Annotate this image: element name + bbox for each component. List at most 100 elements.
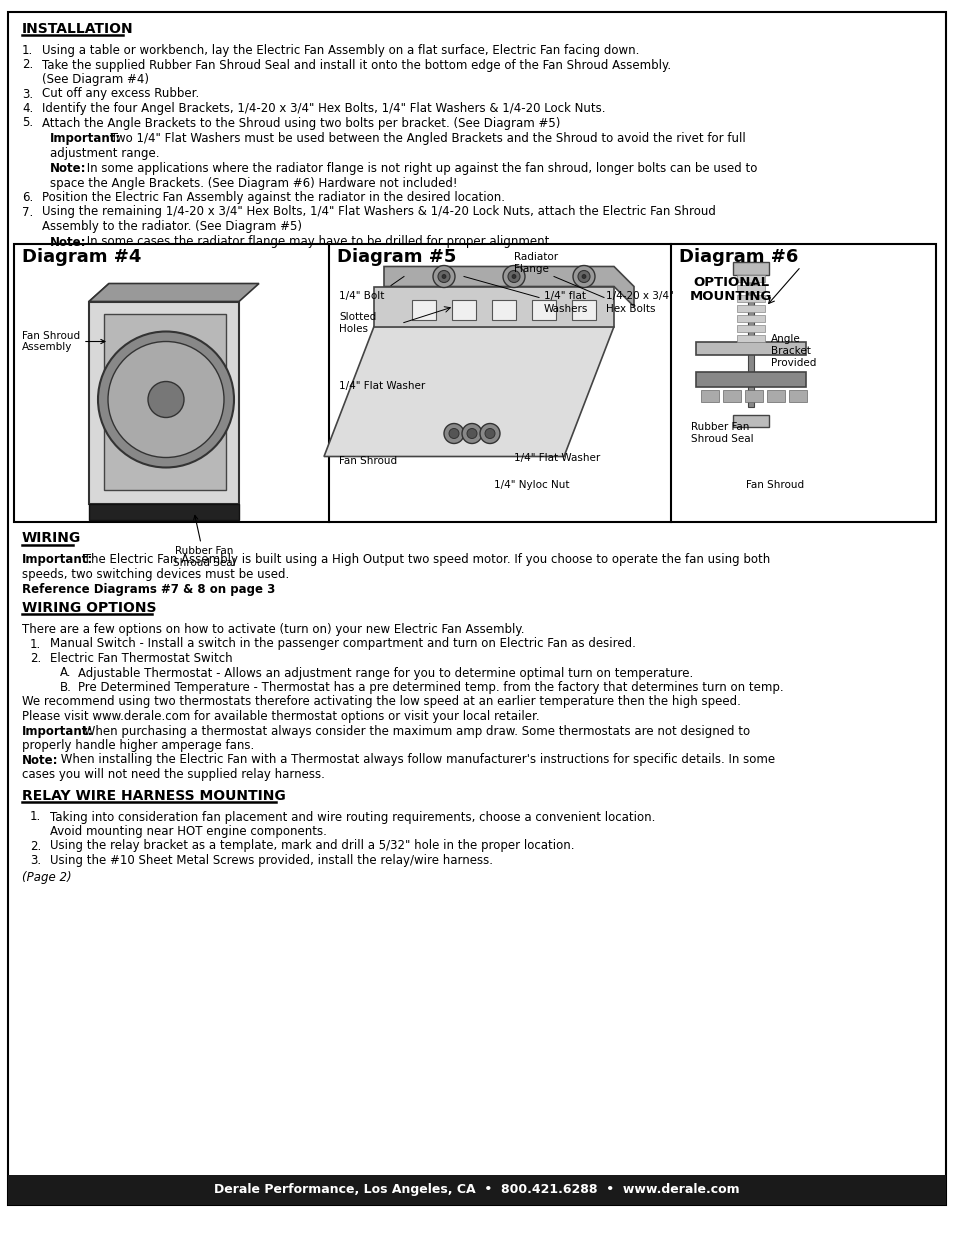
Text: INSTALLATION: INSTALLATION — [22, 22, 133, 36]
Text: 1/4" flat: 1/4" flat — [543, 291, 585, 301]
Polygon shape — [384, 267, 634, 306]
Text: Avoid mounting near HOT engine components.: Avoid mounting near HOT engine component… — [50, 825, 327, 839]
Text: Shroud Seal: Shroud Seal — [690, 433, 753, 443]
Polygon shape — [89, 284, 109, 496]
Text: 2.: 2. — [22, 58, 33, 72]
Text: There are a few options on how to activate (turn on) your new Electric Fan Assem: There are a few options on how to activa… — [22, 622, 524, 636]
Text: Important:: Important: — [22, 553, 93, 567]
Text: Radiator: Radiator — [514, 252, 558, 262]
Circle shape — [467, 429, 476, 438]
Text: 5.: 5. — [22, 116, 33, 130]
Text: speeds, two switching devices must be used.: speeds, two switching devices must be us… — [22, 568, 289, 580]
Text: Manual Switch - Install a switch in the passenger compartment and turn on Electr: Manual Switch - Install a switch in the … — [50, 637, 636, 651]
Bar — [737, 335, 764, 342]
Bar — [737, 305, 764, 311]
Text: Electric Fan Thermostat Switch: Electric Fan Thermostat Switch — [50, 652, 233, 664]
Bar — [737, 274, 764, 282]
Text: 1/4-20 x 3/4": 1/4-20 x 3/4" — [605, 291, 673, 301]
Text: Provided: Provided — [770, 357, 816, 368]
Circle shape — [479, 424, 499, 443]
Circle shape — [437, 270, 450, 283]
Circle shape — [443, 424, 463, 443]
Text: Fan Shroud: Fan Shroud — [745, 479, 803, 489]
Bar — [8, 1174, 945, 1205]
Polygon shape — [104, 314, 226, 489]
Text: Attach the Angle Brackets to the Shroud using two bolts per bracket. (See Diagra: Attach the Angle Brackets to the Shroud … — [42, 116, 559, 130]
Circle shape — [512, 274, 516, 279]
Text: A.: A. — [60, 667, 71, 679]
Circle shape — [461, 424, 481, 443]
Text: Identify the four Angel Brackets, 1/4-20 x 3/4" Hex Bolts, 1/4" Flat Washers & 1: Identify the four Angel Brackets, 1/4-20… — [42, 103, 605, 115]
Circle shape — [148, 382, 184, 417]
Text: 1/4" Nyloc Nut: 1/4" Nyloc Nut — [494, 479, 569, 489]
Bar — [412, 300, 436, 320]
Text: Adjustable Thermostat - Allows an adjustment range for you to determine optimal : Adjustable Thermostat - Allows an adjust… — [78, 667, 693, 679]
Text: 2.: 2. — [30, 840, 41, 852]
Circle shape — [433, 266, 455, 288]
Text: Rubber Fan
Shroud Seal: Rubber Fan Shroud Seal — [172, 515, 235, 568]
Circle shape — [581, 274, 585, 279]
Bar — [14, 243, 935, 521]
Text: properly handle higher amperage fans.: properly handle higher amperage fans. — [22, 739, 254, 752]
Text: Please visit www.derale.com for available thermostat options or visit your local: Please visit www.derale.com for availabl… — [22, 710, 539, 722]
Bar — [722, 389, 740, 401]
Text: We recommend using two thermostats therefore activating the low speed at an earl: We recommend using two thermostats there… — [22, 695, 740, 709]
Text: Holes: Holes — [338, 324, 368, 333]
Text: Note:: Note: — [50, 162, 87, 175]
Bar — [492, 300, 516, 320]
Text: In some cases the radiator flange may have to be drilled for proper alignment.: In some cases the radiator flange may ha… — [83, 236, 553, 248]
Text: (Page 2): (Page 2) — [22, 871, 71, 883]
Polygon shape — [89, 284, 258, 301]
Text: 3.: 3. — [22, 88, 33, 100]
Circle shape — [441, 274, 446, 279]
Text: 4.: 4. — [22, 103, 33, 115]
Text: Two 1/4" Flat Washers must be used between the Angled Brackets and the Shroud to: Two 1/4" Flat Washers must be used betwe… — [107, 132, 745, 144]
Text: MOUNTING: MOUNTING — [689, 289, 771, 303]
Text: WIRING: WIRING — [22, 531, 81, 546]
Bar — [737, 325, 764, 331]
Text: 2.: 2. — [30, 652, 41, 664]
Text: Derale Performance, Los Angeles, CA  •  800.421.6288  •  www.derale.com: Derale Performance, Los Angeles, CA • 80… — [214, 1183, 739, 1197]
Text: Washers: Washers — [543, 304, 588, 314]
Text: adjustment range.: adjustment range. — [50, 147, 159, 159]
Text: Fan Shroud: Fan Shroud — [338, 457, 396, 467]
Bar — [572, 300, 596, 320]
Polygon shape — [696, 342, 805, 354]
Text: 3.: 3. — [30, 853, 41, 867]
Bar — [788, 389, 806, 401]
Text: Angle: Angle — [770, 333, 800, 343]
Text: B.: B. — [60, 680, 71, 694]
Text: Important:: Important: — [22, 725, 93, 737]
Bar — [744, 389, 762, 401]
Text: RELAY WIRE HARNESS MOUNTING: RELAY WIRE HARNESS MOUNTING — [22, 788, 286, 803]
Bar — [532, 300, 556, 320]
Polygon shape — [732, 415, 768, 426]
Text: Important:: Important: — [50, 132, 121, 144]
Text: Reference Diagrams #7 & 8 on page 3: Reference Diagrams #7 & 8 on page 3 — [22, 583, 275, 595]
Bar — [700, 389, 719, 401]
Circle shape — [573, 266, 595, 288]
Text: Take the supplied Rubber Fan Shroud Seal and install it onto the bottom edge of : Take the supplied Rubber Fan Shroud Seal… — [42, 58, 670, 72]
Text: When installing the Electric Fan with a Thermostat always follow manufacturer's : When installing the Electric Fan with a … — [57, 753, 774, 767]
Text: 6.: 6. — [22, 191, 33, 204]
Bar — [747, 262, 753, 406]
Bar — [737, 315, 764, 321]
Text: Using a table or workbench, lay the Electric Fan Assembly on a flat surface, Ele: Using a table or workbench, lay the Elec… — [42, 44, 639, 57]
Polygon shape — [89, 301, 239, 504]
Circle shape — [484, 429, 495, 438]
Text: Flange: Flange — [514, 263, 548, 273]
Text: Taking into consideration fan placement and wire routing requirements, choose a : Taking into consideration fan placement … — [50, 810, 655, 824]
Text: Slotted: Slotted — [338, 311, 375, 321]
Text: Fan Shroud
Assembly: Fan Shroud Assembly — [22, 331, 105, 352]
Text: Using the relay bracket as a template, mark and drill a 5/32" hole in the proper: Using the relay bracket as a template, m… — [50, 840, 574, 852]
Text: Note:: Note: — [50, 236, 87, 248]
Polygon shape — [374, 287, 614, 326]
Text: Pre Determined Temperature - Thermostat has a pre determined temp. from the fact: Pre Determined Temperature - Thermostat … — [78, 680, 782, 694]
Text: 1/4" Flat Washer: 1/4" Flat Washer — [514, 453, 599, 463]
Circle shape — [449, 429, 458, 438]
Text: Diagram #6: Diagram #6 — [679, 247, 798, 266]
Text: Assembly to the radiator. (See Diagram #5): Assembly to the radiator. (See Diagram #… — [42, 220, 302, 233]
Polygon shape — [89, 504, 239, 520]
Text: 1.: 1. — [30, 810, 41, 824]
Text: Position the Electric Fan Assembly against the radiator in the desired location.: Position the Electric Fan Assembly again… — [42, 191, 504, 204]
